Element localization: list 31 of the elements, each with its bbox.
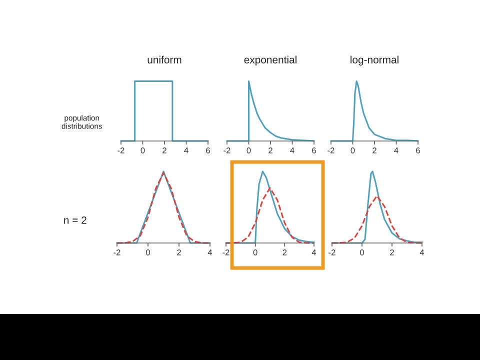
x-tick-label: 0 (246, 147, 251, 154)
x-tick-label: -2 (328, 249, 336, 256)
chart-title: exponential (244, 56, 296, 66)
x-tick-label: 4 (208, 250, 212, 256)
x-tick-label: -2 (114, 249, 120, 256)
x-tick-label: -2 (222, 249, 230, 256)
x-tick-label: 0 (140, 147, 145, 154)
x-tick-label: 2 (162, 147, 166, 154)
x-tick-label: 6 (206, 147, 210, 154)
x-tick-label: 0 (360, 249, 364, 256)
x-tick-label: 4 (312, 250, 316, 256)
x-tick-label: 2 (372, 147, 376, 154)
x-tick-label: 4 (184, 148, 188, 154)
x-tick-label: 2 (282, 249, 287, 256)
x-tick-label: 4 (394, 148, 398, 154)
x-tick-label: 2 (177, 249, 181, 256)
chart-title: uniform (148, 56, 182, 64)
x-tick-label: -2 (328, 147, 334, 154)
x-tick-label: 0 (146, 249, 150, 256)
x-tick-label: -2 (118, 147, 124, 154)
x-tick-label: 4 (290, 148, 294, 154)
text: n = 2 (64, 216, 86, 224)
x-tick-label: 2 (390, 249, 394, 256)
x-tick-label: 0 (253, 249, 258, 256)
x-tick-label: -2 (224, 147, 230, 154)
chart-title: log-normal (350, 56, 398, 66)
x-tick-label: 6 (312, 147, 316, 154)
x-tick-label: 2 (268, 147, 272, 154)
x-tick-label: 6 (416, 147, 420, 154)
x-tick-label: 0 (350, 147, 355, 154)
x-tick-label: 4 (420, 250, 424, 256)
